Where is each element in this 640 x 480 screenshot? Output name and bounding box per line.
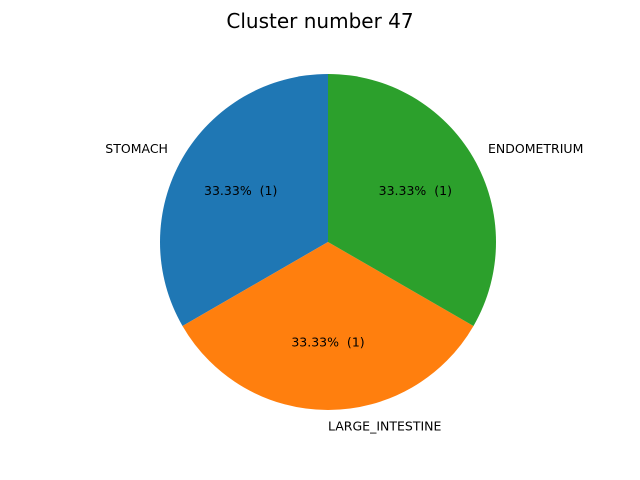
slice-percent-large-intestine: 33.33% (1)	[291, 334, 364, 349]
pie-slice-large-intestine	[182, 242, 474, 411]
slice-percent-stomach: 33.33% (1)	[204, 183, 277, 198]
pie-slice-stomach	[160, 74, 328, 326]
slice-percent-endometrium: 33.33% (1)	[379, 183, 452, 198]
slice-label-stomach: STOMACH	[105, 141, 168, 156]
chart-title: Cluster number 47	[226, 9, 413, 33]
pie-slices	[160, 74, 496, 411]
pie-slice-endometrium	[328, 74, 496, 326]
slice-label-large-intestine: LARGE_INTESTINE	[328, 418, 441, 433]
slice-label-endometrium: ENDOMETRIUM	[488, 141, 583, 156]
pie-labels: STOMACH 33.33% (1) LARGE_INTESTINE 33.33% (…	[105, 141, 583, 433]
